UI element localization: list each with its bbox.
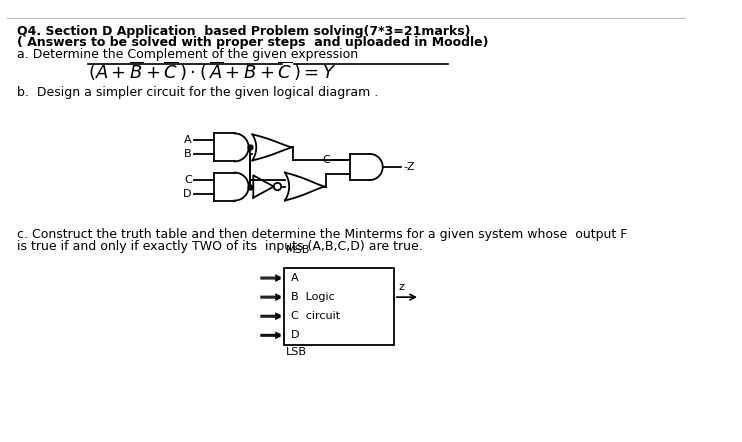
Text: a. Determine the Complement of the given expression: a. Determine the Complement of the given…	[17, 48, 358, 61]
Bar	[284, 268, 394, 345]
Text: is true if and only if exactly TWO of its  inputs (A,B,C,D) are true.: is true if and only if exactly TWO of it…	[17, 240, 422, 253]
Text: c. Construct the truth table and then determine the Minterms for a given system : c. Construct the truth table and then de…	[17, 229, 627, 241]
Text: LSB: LSB	[286, 347, 307, 357]
Text: ( Answers to be solved with proper steps  and uploaded in Moodle): ( Answers to be solved with proper steps…	[17, 36, 488, 49]
Text: A: A	[291, 273, 298, 283]
Text: D: D	[291, 330, 299, 340]
Text: Q4. Section D Application  based Problem solving(7*3=21marks): Q4. Section D Application based Problem …	[17, 24, 470, 38]
Text: C  circuit: C circuit	[291, 311, 340, 321]
Text: $( A + \overline{B} + \overline{C}\,) \cdot (\,\overline{A} + B + \overline{C}\,: $( A + \overline{B} + \overline{C}\,) \c…	[88, 59, 337, 83]
Text: B: B	[184, 149, 192, 160]
Text: B  Logic: B Logic	[291, 292, 335, 302]
Text: -Z: -Z	[403, 162, 415, 172]
Text: z: z	[398, 282, 404, 292]
Text: D: D	[183, 189, 192, 198]
Text: A: A	[184, 135, 192, 145]
Text: C: C	[322, 156, 329, 165]
Text: MSB: MSB	[286, 245, 310, 255]
Text: b.  Design a simpler circuit for the given logical diagram .: b. Design a simpler circuit for the give…	[17, 86, 378, 99]
Text: C: C	[184, 175, 192, 185]
